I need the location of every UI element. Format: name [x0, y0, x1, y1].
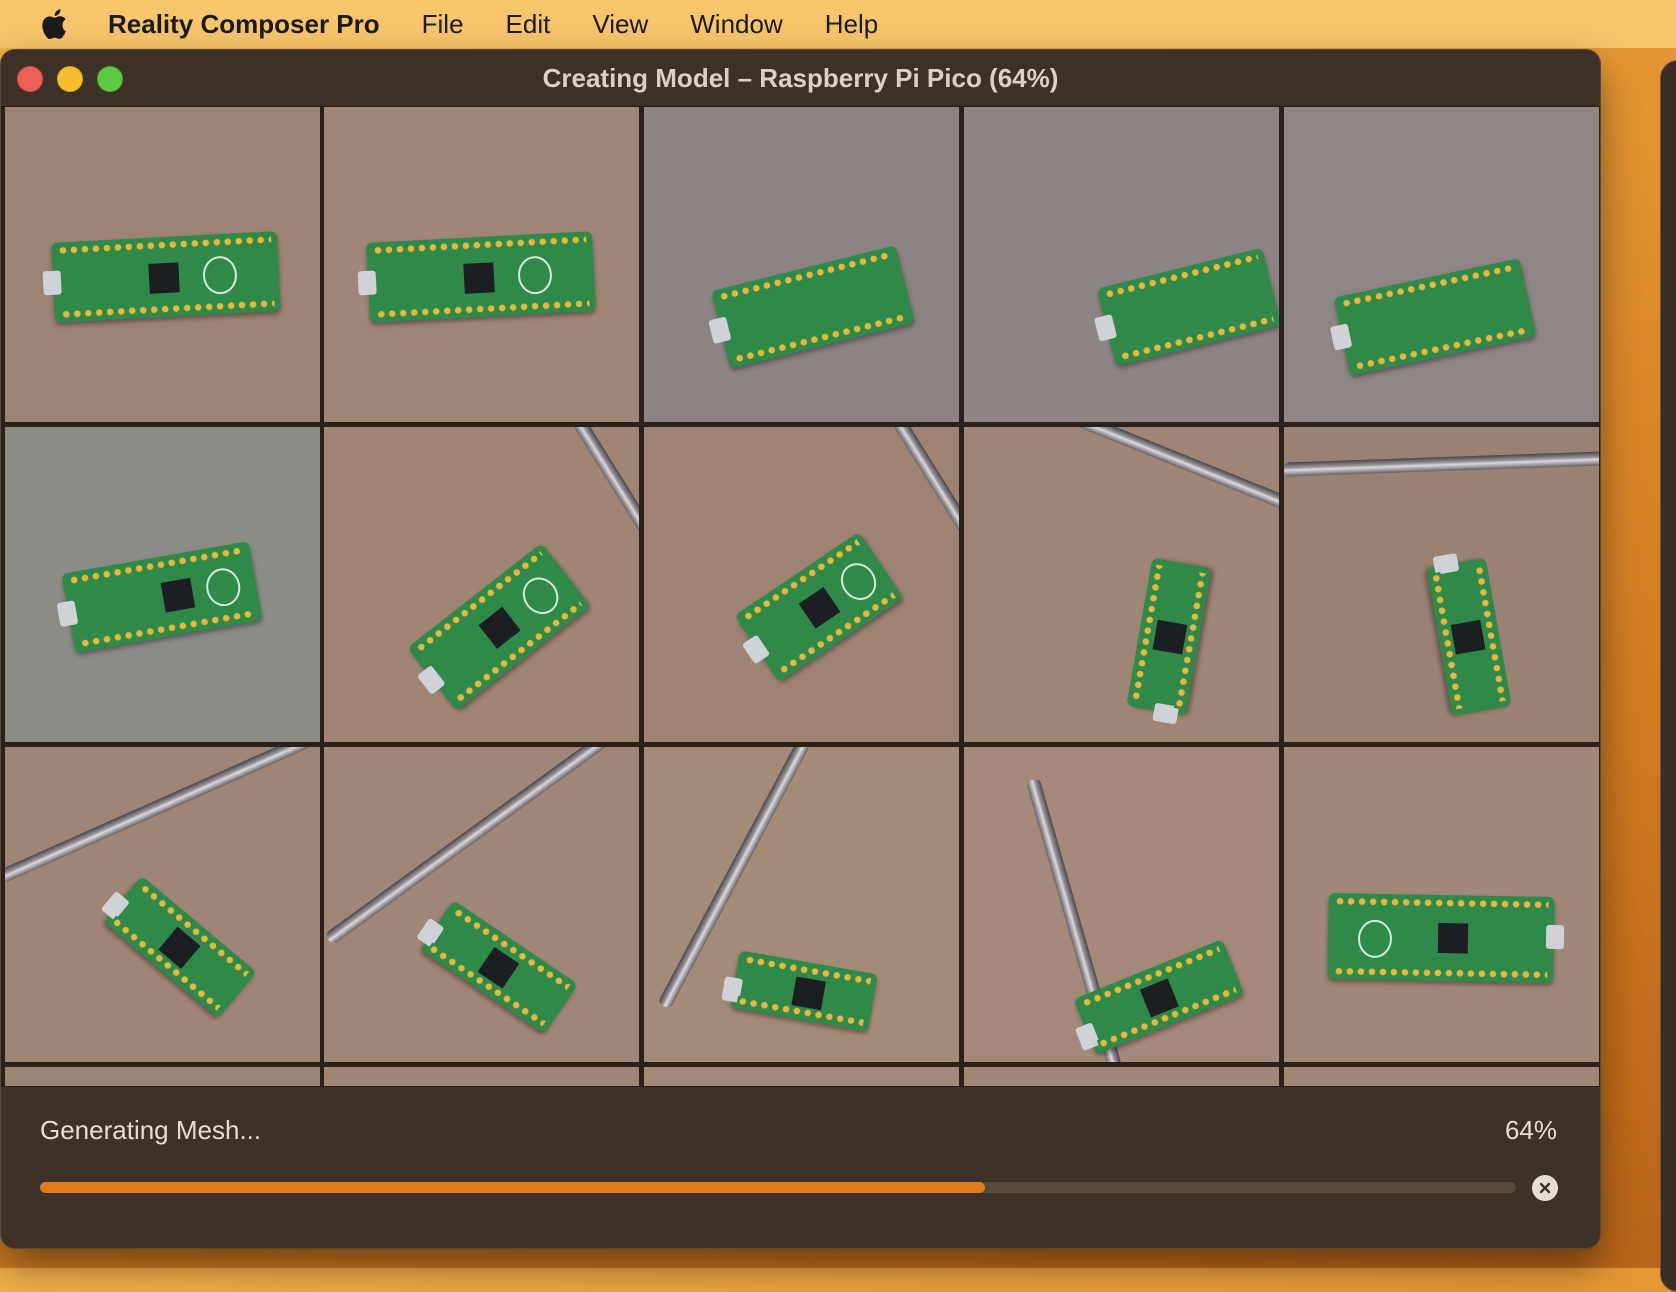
- window-minimize-button[interactable]: [57, 66, 83, 92]
- menu-view[interactable]: View: [592, 9, 649, 39]
- menu-app-name[interactable]: Reality Composer Pro: [108, 9, 380, 39]
- background-window-edge: [1660, 60, 1676, 1292]
- menu-file[interactable]: File: [421, 9, 464, 39]
- capture-image[interactable]: [324, 747, 639, 1062]
- capture-image[interactable]: [964, 427, 1279, 742]
- capture-image[interactable]: [5, 427, 320, 742]
- menu-help[interactable]: Help: [824, 9, 879, 39]
- model-creation-window: Creating Model – Raspberry Pi Pico (64%): [1, 50, 1600, 1248]
- menu-edit[interactable]: Edit: [505, 9, 551, 39]
- capture-image[interactable]: [1284, 427, 1599, 742]
- capture-image[interactable]: [964, 107, 1279, 422]
- capture-image[interactable]: [1284, 747, 1599, 1062]
- window-zoom-button[interactable]: [97, 66, 123, 92]
- title-bar[interactable]: Creating Model – Raspberry Pi Pico (64%): [1, 50, 1600, 107]
- capture-image[interactable]: [644, 747, 959, 1062]
- menu-bar: Reality Composer Pro File Edit View Wind…: [0, 0, 1676, 48]
- window-close-button[interactable]: [17, 66, 43, 92]
- capture-image[interactable]: [5, 747, 320, 1062]
- capture-image[interactable]: [644, 107, 959, 422]
- capture-image[interactable]: [1284, 107, 1599, 422]
- cancel-circle-icon[interactable]: [1532, 1175, 1558, 1201]
- progress-bar: [40, 1182, 1516, 1193]
- capture-image[interactable]: [5, 107, 320, 422]
- progress-bar-fill: [40, 1182, 985, 1193]
- capture-image[interactable]: [324, 427, 639, 742]
- progress-percent-text: 64%: [1504, 1115, 1557, 1145]
- apple-logo-icon[interactable]: [40, 8, 68, 40]
- capture-image[interactable]: [644, 427, 959, 742]
- window-title: Creating Model – Raspberry Pi Pico (64%): [542, 63, 1059, 93]
- capture-image-grid: [1, 107, 1600, 1134]
- menu-window[interactable]: Window: [690, 9, 783, 39]
- progress-status-text: Generating Mesh...: [40, 1115, 262, 1145]
- progress-panel: Generating Mesh... 64%: [1, 1086, 1600, 1248]
- capture-image[interactable]: [324, 107, 639, 422]
- capture-image[interactable]: [964, 747, 1279, 1062]
